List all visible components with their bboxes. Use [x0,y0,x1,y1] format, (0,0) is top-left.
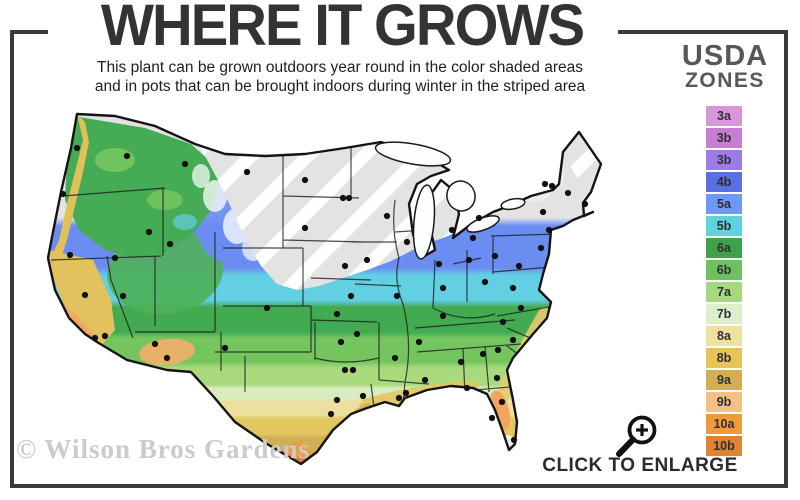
legend-zone-chip-9-7b: 7b [706,304,742,324]
subtitle-line-1: This plant can be grown outdoors year ro… [97,59,583,76]
legend-zone-chip-7-6b: 6b [706,260,742,280]
legend-zone-chip-10-8a: 8a [706,326,742,346]
legend-title-zones: ZONES [685,69,765,92]
frame-border-bottom [10,484,788,488]
legend-zone-chip-5-5b: 5b [706,216,742,236]
legend-zone-chip-2-3b: 3b [706,150,742,170]
watermark: © Wilson Bros Gardens [16,434,310,464]
click-to-enlarge-button[interactable]: CLICK TO ENLARGE [542,455,738,476]
lake-huron [446,180,476,212]
page-title: WHERE IT GROWS [100,0,585,58]
legend-zone-chip-14-10a: 10a [706,414,742,434]
legend-zone-list: 3a 3b 3b 4b 5a 5b 6a 6b 7a 7b 8a 8b 9a 9b 10a 10b [706,106,742,458]
legend-zone-chip-0-3a: 3a [706,106,742,126]
frame-border-right [784,30,788,488]
frame-border-top-left-segment [10,30,48,34]
lake-michigan [412,184,436,260]
legend-zone-chip-15-10b: 10b [706,436,742,456]
legend-zone-chip-8-7a: 7a [706,282,742,302]
magnifier-plus-icon[interactable] [610,413,664,459]
lake-superior [374,141,452,167]
legend-zone-chip-11-8b: 8b [706,348,742,368]
legend-title-usda: USDA [681,40,769,72]
great-lakes [374,141,526,260]
subtitle-line-2: and in pots that can be brought indoors … [94,78,586,95]
subtitle: This plant can be grown outdoors year ro… [0,58,680,96]
legend-zone-chip-13-9b: 9b [706,392,742,412]
usda-zone-map[interactable] [15,100,660,485]
city-dots-layer [59,144,589,444]
us-zone-map-svg[interactable] [15,100,660,485]
legend-zone-chip-1-3b: 3b [706,128,742,148]
frame-border-top-right-segment [618,30,788,34]
legend-zone-chip-12-9a: 9a [706,370,742,390]
lake-ontario [500,197,526,211]
legend-zone-chip-6-6a: 6a [706,238,742,258]
legend-zone-chip-3-4b: 4b [706,172,742,192]
frame-border-left [10,30,14,488]
legend-zone-chip-4-5a: 5a [706,194,742,214]
usda-zones-legend-title: USDA ZONES [660,42,790,92]
